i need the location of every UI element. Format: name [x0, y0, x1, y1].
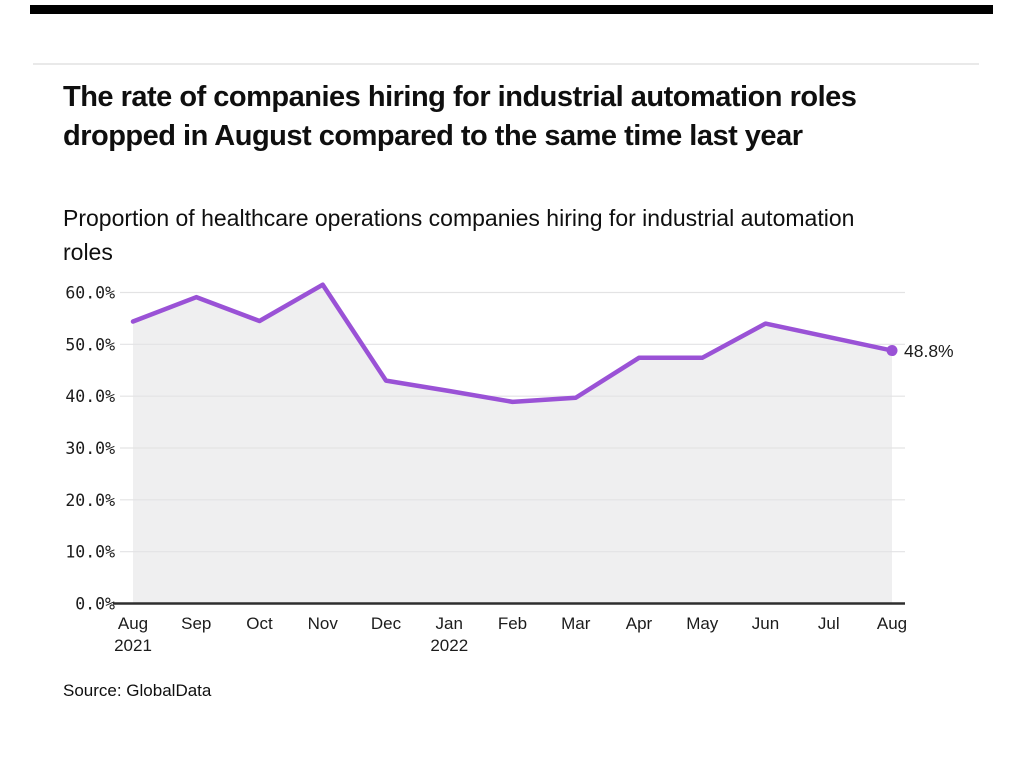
- x-tick-year-label: 2022: [430, 636, 468, 655]
- top-accent-bar: [30, 5, 993, 14]
- page-subtitle: Proportion of healthcare operations comp…: [63, 205, 855, 265]
- y-tick-label: 20.0%: [65, 491, 115, 510]
- x-tick-label: Feb: [498, 614, 527, 633]
- y-tick-label: 40.0%: [65, 387, 115, 406]
- x-tick-label: Mar: [561, 614, 591, 633]
- x-tick-label: Sep: [181, 614, 211, 633]
- y-tick-label: 50.0%: [65, 335, 115, 354]
- divider-line: [33, 63, 979, 65]
- end-point-dot: [886, 345, 898, 357]
- x-tick-label: Jul: [818, 614, 840, 633]
- x-tick-year-label: 2021: [114, 636, 152, 655]
- y-tick-label: 60.0%: [65, 284, 115, 303]
- source-note: Source: GlobalData: [63, 681, 212, 700]
- x-tick-label: Aug: [118, 614, 148, 633]
- y-tick-label: 10.0%: [65, 543, 115, 562]
- page-title: The rate of companies hiring for industr…: [63, 81, 857, 152]
- x-tick-label: Jun: [752, 614, 779, 633]
- x-tick-label: Jan: [436, 614, 463, 633]
- y-tick-label: 0.0%: [75, 595, 115, 614]
- y-tick-label: 30.0%: [65, 439, 115, 458]
- end-value-label: 48.8%: [904, 341, 954, 361]
- x-tick-label: Aug: [877, 614, 907, 633]
- x-tick-label: Nov: [308, 614, 339, 633]
- x-tick-label: May: [686, 614, 719, 633]
- chart-area-fill: [133, 284, 892, 604]
- chart-line: [130, 282, 895, 405]
- x-tick-label: Dec: [371, 614, 402, 633]
- x-tick-label: Oct: [246, 614, 273, 633]
- x-tick-label: Apr: [626, 614, 653, 633]
